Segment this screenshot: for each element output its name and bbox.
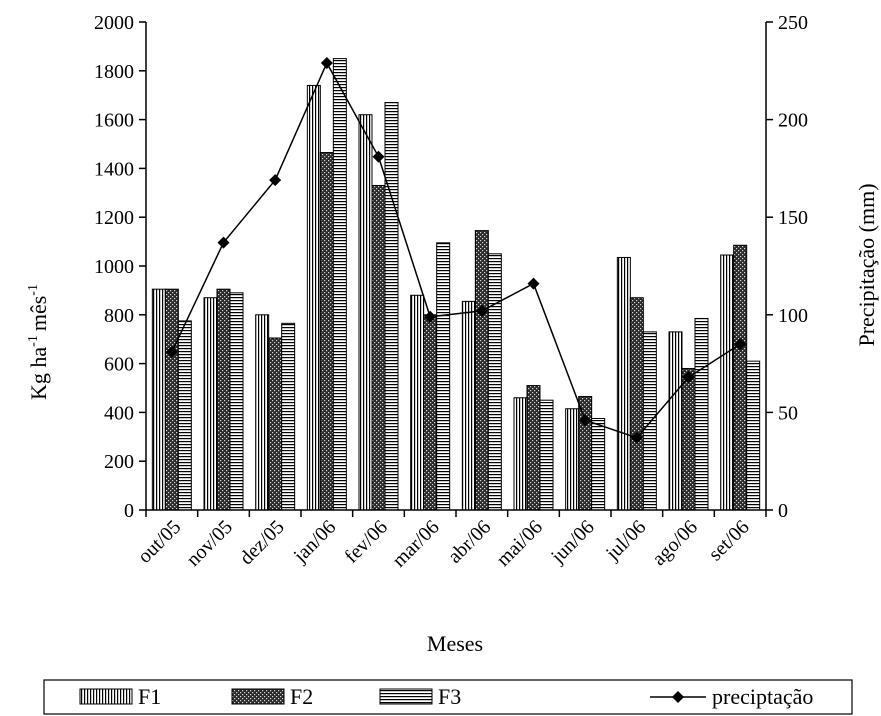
legend-label-f1: F1 bbox=[138, 684, 161, 709]
precipitation-marker-9 bbox=[630, 431, 643, 444]
bar-f2-0 bbox=[164, 288, 179, 511]
precipitation-marker-3 bbox=[320, 56, 333, 69]
x-tick-label-7: mai/06 bbox=[492, 516, 547, 571]
bar-f3-5 bbox=[436, 242, 451, 511]
bar-f2-6 bbox=[474, 230, 489, 511]
precipitation-marker-0 bbox=[165, 345, 178, 358]
bar-f1-7 bbox=[513, 397, 528, 511]
precipitation-marker-11 bbox=[734, 338, 747, 351]
bar-f1-0 bbox=[151, 288, 166, 511]
x-tick-label-11: set/06 bbox=[704, 516, 753, 565]
precipitation-marker-2 bbox=[269, 174, 282, 187]
x-tick-label-0: out/05 bbox=[134, 516, 186, 568]
bar-f1-9 bbox=[616, 256, 631, 511]
x-tick-label-8: jun/06 bbox=[546, 516, 598, 568]
legend-swatch-f1 bbox=[79, 688, 133, 705]
legend-box bbox=[43, 679, 853, 715]
bar-f2-3 bbox=[319, 152, 334, 511]
right-tick-label-2: 100 bbox=[778, 305, 808, 327]
bar-f2-11 bbox=[733, 244, 748, 511]
x-tick-label-1: nov/05 bbox=[182, 516, 237, 571]
bar-f2-2 bbox=[268, 337, 283, 511]
bar-f1-4 bbox=[358, 114, 373, 511]
x-tick-label-2: dez/05 bbox=[235, 516, 288, 569]
right-tick-label-3: 150 bbox=[778, 207, 808, 229]
left-tick-label-6: 1200 bbox=[94, 207, 134, 229]
left-tick-label-0: 0 bbox=[124, 500, 134, 522]
bar-f1-8 bbox=[565, 408, 580, 511]
bar-f2-7 bbox=[526, 385, 541, 511]
bar-f3-2 bbox=[281, 322, 296, 511]
left-tick-label-8: 1600 bbox=[94, 110, 134, 132]
legend-marker-precipitation bbox=[672, 691, 684, 703]
precipitation-marker-5 bbox=[424, 310, 437, 323]
x-tick-label-3: jan/06 bbox=[289, 516, 341, 568]
left-tick-label-10: 2000 bbox=[94, 12, 134, 34]
precipitation-marker-7 bbox=[527, 277, 540, 290]
right-tick-label-1: 50 bbox=[778, 402, 798, 424]
precipitation-marker-8 bbox=[579, 414, 592, 427]
left-tick-label-7: 1400 bbox=[94, 158, 134, 180]
precipitation-line bbox=[171, 61, 741, 439]
x-tick-label-6: abr/06 bbox=[444, 516, 496, 568]
bar-f2-9 bbox=[629, 297, 644, 511]
bar-f2-8 bbox=[578, 396, 593, 511]
bar-f2-5 bbox=[423, 314, 438, 511]
bar-f1-6 bbox=[461, 300, 476, 511]
x-tick-label-5: mar/06 bbox=[388, 516, 444, 572]
bar-f3-10 bbox=[694, 317, 709, 511]
bar-f1-1 bbox=[203, 297, 218, 511]
x-axis-title: Meses bbox=[427, 631, 483, 656]
bar-f3-9 bbox=[642, 331, 657, 511]
bar-f2-10 bbox=[681, 367, 696, 511]
precipitation-marker-10 bbox=[682, 371, 695, 384]
legend-swatch-f2 bbox=[231, 688, 285, 705]
x-tick-label-9: jul/06 bbox=[601, 516, 650, 565]
right-tick-label-0: 0 bbox=[778, 500, 788, 522]
bar-f1-2 bbox=[255, 314, 270, 511]
left-tick-label-9: 1800 bbox=[94, 61, 134, 83]
legend-swatch-f3 bbox=[379, 688, 433, 705]
bar-f1-5 bbox=[410, 294, 425, 511]
legend-label-precipitation: preciptação bbox=[712, 684, 813, 709]
x-tick-label-4: fev/06 bbox=[340, 516, 392, 568]
bar-f3-8 bbox=[591, 418, 606, 511]
left-tick-label-3: 600 bbox=[104, 354, 134, 376]
precipitation-marker-4 bbox=[372, 150, 385, 163]
bar-f1-10 bbox=[668, 331, 683, 511]
left-tick-label-1: 200 bbox=[104, 451, 134, 473]
bar-f3-0 bbox=[177, 320, 192, 511]
bar-f3-1 bbox=[229, 292, 244, 511]
precipitation-marker-6 bbox=[475, 304, 488, 317]
right-tick-label-4: 200 bbox=[778, 110, 808, 132]
bar-f2-4 bbox=[371, 184, 386, 511]
bar-f1-11 bbox=[720, 254, 735, 511]
x-tick-label-10: ago/06 bbox=[648, 516, 702, 570]
legend-label-f2: F2 bbox=[290, 684, 313, 709]
bar-f3-11 bbox=[746, 360, 761, 511]
left-tick-label-4: 800 bbox=[104, 305, 134, 327]
bar-f3-7 bbox=[539, 399, 554, 511]
bar-f3-4 bbox=[384, 102, 399, 511]
bar-f3-3 bbox=[332, 58, 347, 511]
legend-label-f3: F3 bbox=[438, 684, 461, 709]
bar-f1-3 bbox=[306, 84, 321, 511]
bar-f3-6 bbox=[487, 253, 502, 511]
left-tick-label-5: 1000 bbox=[94, 256, 134, 278]
precipitation-marker-1 bbox=[217, 236, 230, 249]
right-tick-label-5: 250 bbox=[778, 12, 808, 34]
bar-f2-1 bbox=[216, 288, 231, 511]
left-tick-label-2: 400 bbox=[104, 402, 134, 424]
right-axis-title: Precipitação (mm) bbox=[854, 183, 879, 346]
left-axis-title: Kg ha-1mês-1 bbox=[26, 284, 51, 400]
